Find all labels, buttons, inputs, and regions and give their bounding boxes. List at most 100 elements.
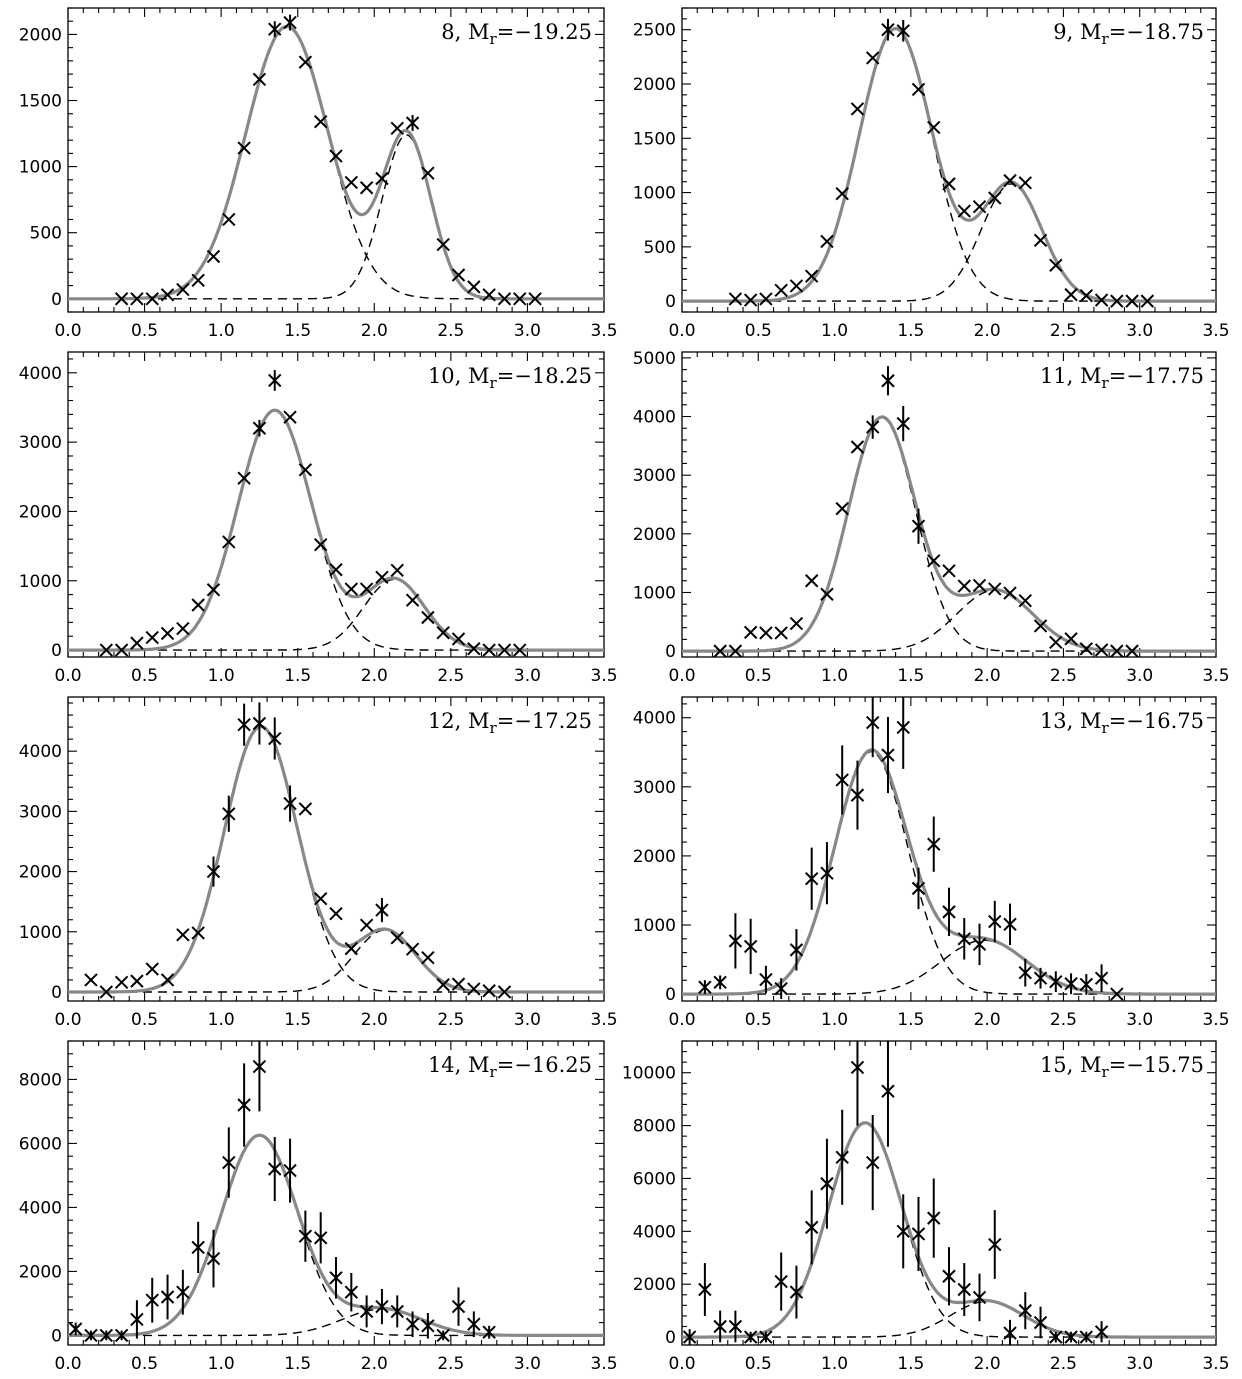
x-tick-label: 2.0 [974, 1010, 1001, 1030]
data-point [911, 508, 926, 544]
data-point [130, 1300, 144, 1339]
data-point [927, 554, 941, 568]
panel-label: 10, Mr=−18.25 [428, 364, 592, 392]
data-point [114, 292, 129, 306]
data-point [375, 570, 389, 584]
y-tick-label: 0 [665, 985, 676, 1005]
data-point [728, 913, 743, 969]
data-point [1110, 294, 1124, 308]
data-point [268, 717, 282, 760]
data-point [313, 537, 328, 552]
panel-12: 0.0 0.5 1.0 1.5 2.0 2.5 3.0 3.5 0 1000 2000 3000 400… [19, 696, 618, 1030]
data-point [1079, 642, 1094, 656]
data-point [145, 1277, 159, 1323]
data-point [972, 578, 987, 593]
data-point [206, 249, 221, 264]
data-point [1064, 973, 1078, 995]
x-tick-label: 2.5 [437, 1010, 464, 1030]
y-tick-label: 10000 [622, 1064, 676, 1084]
data-point [835, 745, 849, 815]
x-tick-label: 3.5 [1202, 1010, 1229, 1030]
y-tick-label: 2000 [19, 502, 62, 522]
data-point [313, 891, 328, 906]
data-point [99, 643, 113, 657]
data-point [743, 293, 758, 307]
tick-marks [67, 7, 605, 313]
data-point [1033, 619, 1048, 633]
data-point [1094, 293, 1109, 307]
data-point [237, 1063, 251, 1147]
data-point [911, 1196, 926, 1271]
x-tick-label: 3.5 [590, 321, 617, 341]
y-tick-label: 1000 [19, 158, 62, 178]
data-point [130, 974, 144, 988]
gaussian-component-1 [682, 27, 1216, 302]
x-tick-label: 1.5 [284, 666, 311, 686]
data-point [1125, 644, 1139, 657]
data-point [698, 1263, 712, 1316]
data-point [1033, 967, 1048, 989]
gaussian-component-2 [68, 929, 604, 993]
data-point [99, 985, 113, 999]
x-tick-label: 1.0 [821, 1010, 848, 1030]
x-tick-label: 0.5 [131, 1354, 158, 1374]
data-point [344, 175, 359, 190]
data-point [1079, 974, 1094, 995]
data-point [972, 923, 987, 966]
data-point [359, 918, 374, 932]
tick-marks [681, 7, 1217, 313]
data-point [329, 907, 343, 921]
x-tick-label: 3.0 [1126, 666, 1153, 686]
data-point [298, 463, 313, 477]
plot-frame [681, 696, 1217, 1002]
gaussian-component-1 [68, 409, 604, 651]
data-point [329, 149, 343, 163]
y-tick-label: 2000 [633, 847, 676, 867]
data-point [114, 1328, 129, 1343]
y-tick-label: 2000 [19, 25, 62, 45]
data-point [390, 121, 404, 135]
data-point [835, 1109, 849, 1205]
data-point [820, 234, 834, 249]
x-tick-label: 1.5 [897, 1010, 924, 1030]
x-tick-label: 0.5 [131, 666, 158, 686]
data-point [1094, 964, 1109, 993]
data-point [881, 366, 895, 396]
data-point [1064, 287, 1078, 302]
plot-frame [67, 7, 605, 313]
data-point [1079, 289, 1094, 303]
y-tick-label: 2000 [19, 863, 62, 883]
data-point [896, 697, 910, 769]
data-point [1033, 1306, 1048, 1339]
data-point [451, 632, 466, 646]
tick-marks [681, 352, 1217, 657]
data-point [467, 982, 481, 996]
x-tick-label: 2.0 [974, 1354, 1001, 1374]
data-point [728, 644, 743, 657]
data-point [160, 973, 175, 987]
x-tick-label: 1.5 [284, 1010, 311, 1030]
plot-frame [67, 696, 605, 1002]
x-tick-label: 2.0 [974, 666, 1001, 686]
data-point [421, 1313, 435, 1339]
data-point [957, 204, 971, 218]
data-point [160, 626, 175, 641]
x-tick-label: 3.5 [590, 1010, 617, 1030]
data-point [359, 582, 374, 596]
y-tick-label: 0 [665, 642, 676, 662]
data-point [896, 405, 910, 442]
data-point [1110, 644, 1124, 657]
data-point [774, 1252, 788, 1311]
data-point [390, 1295, 404, 1328]
data-point [145, 630, 159, 645]
y-tick-label: 5000 [633, 349, 676, 369]
data-point [130, 292, 144, 306]
x-tick-label: 3.0 [514, 1354, 541, 1374]
data-point [957, 918, 971, 960]
data-point [222, 212, 236, 227]
y-tick-label: 3000 [19, 802, 62, 822]
data-point [84, 973, 98, 987]
data-point [298, 802, 313, 816]
x-tick-label: 2.5 [437, 321, 464, 341]
x-tick-label: 3.5 [590, 1354, 617, 1374]
